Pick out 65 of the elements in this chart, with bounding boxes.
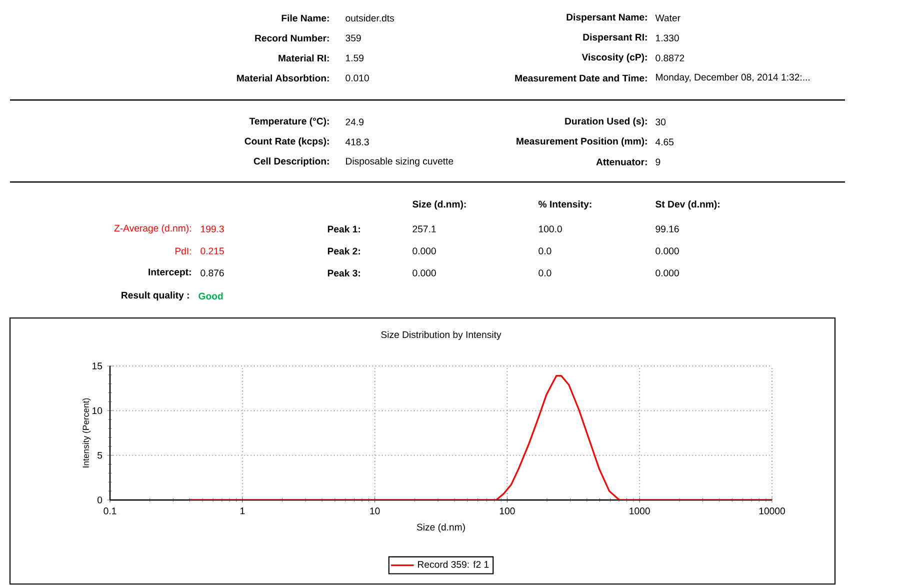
text: 0.8872 xyxy=(656,54,684,62)
text: 9 xyxy=(656,158,660,166)
text: Record Number: xyxy=(255,34,329,42)
text: Count Rate (kcps): xyxy=(244,138,329,146)
text: 418.3 xyxy=(346,138,369,146)
y-tick-label: 15 xyxy=(92,362,102,370)
text: Disposable sizing cuvette xyxy=(346,158,454,166)
y-axis-title: Intensity (Percent) xyxy=(82,398,91,468)
text: 0.010 xyxy=(346,74,369,82)
text: Peak 1: xyxy=(328,225,360,233)
x-axis-title: Size (d.nm) xyxy=(416,523,465,532)
text: 1.59 xyxy=(346,54,364,62)
y-tick-label: 5 xyxy=(98,452,102,459)
y-tick-label: 0 xyxy=(98,496,102,504)
x-tick-label: 1000 xyxy=(630,508,650,514)
x-tick-label: 100 xyxy=(500,508,515,514)
text: 0.0 xyxy=(538,270,552,276)
text: 0.000 xyxy=(656,270,679,276)
text: 0.000 xyxy=(656,248,679,254)
y-tick-label: 10 xyxy=(92,407,102,414)
text: 0.000 xyxy=(412,270,436,276)
text: 0.876 xyxy=(200,270,224,276)
text: PdI: xyxy=(175,247,191,255)
text: Peak 2: xyxy=(328,247,360,255)
text: Material RI: xyxy=(278,54,329,62)
text: Water xyxy=(655,14,680,22)
text: Measurement Date and Time: xyxy=(515,74,647,82)
text: Material Absorbtion: xyxy=(237,74,329,82)
text: File Name: xyxy=(282,14,329,22)
text: Result quality : xyxy=(122,292,189,300)
text: Intercept: xyxy=(148,268,191,278)
text: 359 xyxy=(346,34,361,42)
text: St Dev (d.nm): xyxy=(656,200,720,210)
x-tick-label: 1 xyxy=(240,508,245,514)
text: outsider.dts xyxy=(346,14,394,22)
text: 257.1 xyxy=(412,226,436,232)
text: 0.0 xyxy=(538,248,552,254)
text: 4.65 xyxy=(655,138,674,146)
text: 199.3 xyxy=(201,226,224,232)
text: Temperature (°C): xyxy=(249,118,329,126)
text: 0.215 xyxy=(200,248,224,254)
text: % Intensity: xyxy=(538,200,592,210)
text: 99.16 xyxy=(656,226,679,232)
text: Attenuator: xyxy=(596,158,647,166)
text: 0.000 xyxy=(412,248,436,254)
text: Dispersant Name: xyxy=(566,14,647,22)
text: 24.9 xyxy=(346,118,364,126)
text: Cell Description: xyxy=(254,158,329,166)
text: Good xyxy=(198,292,223,300)
text: Z-Average (d.nm): xyxy=(114,224,191,234)
text: Viscosity (cP): xyxy=(582,54,647,62)
chart-title: Size Distribution by Intensity xyxy=(381,330,502,340)
x-tick-label: 0.1 xyxy=(104,508,116,514)
text: 30 xyxy=(656,118,666,126)
x-tick-label: 10000 xyxy=(759,508,785,514)
text: 100.0 xyxy=(539,226,562,232)
text: Dispersant RI: xyxy=(583,34,647,42)
text: Duration Used (s): xyxy=(565,118,647,126)
text: 1.330 xyxy=(656,34,679,42)
text: Monday, December 08, 2014 1:32:... xyxy=(656,74,810,82)
legend-label: Record 359: f2 1 xyxy=(418,560,489,568)
x-tick-label: 10 xyxy=(370,508,380,514)
text: Measurement Position (mm): xyxy=(516,138,647,146)
text: Size (d.nm): xyxy=(412,200,466,210)
text: Peak 3: xyxy=(328,269,360,277)
